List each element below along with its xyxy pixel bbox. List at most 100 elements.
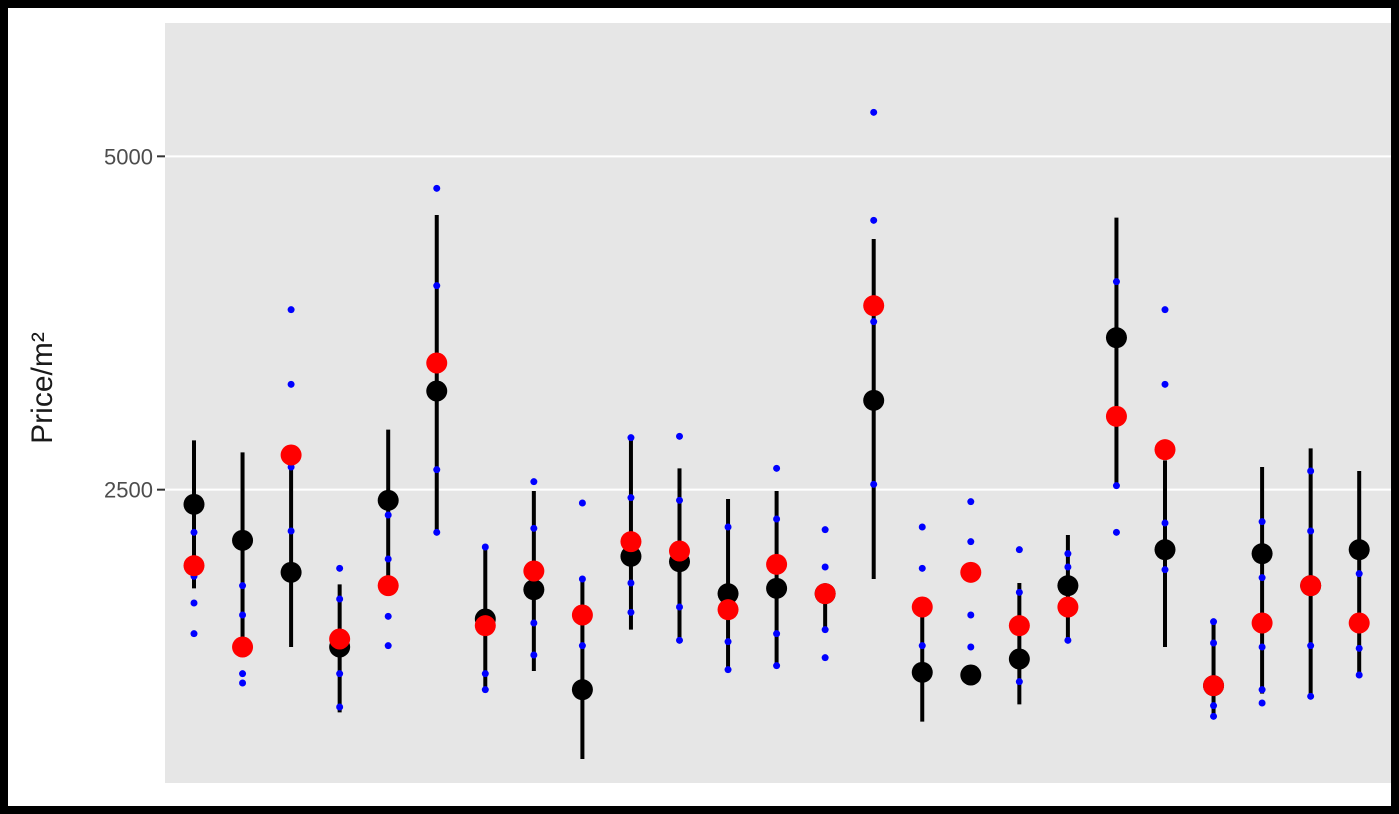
blue-point: [433, 282, 441, 290]
blue-point: [530, 478, 538, 486]
black-point: [863, 389, 885, 411]
blue-point: [1112, 482, 1120, 490]
blue-point: [239, 611, 247, 619]
y-tick-label: 5000: [104, 144, 153, 169]
black-point: [1154, 539, 1176, 561]
y-axis-title: Price/m²: [26, 332, 59, 444]
blue-point: [1210, 618, 1218, 626]
black-point: [911, 661, 933, 683]
black-point: [620, 545, 642, 567]
blue-point: [578, 642, 586, 650]
black-point: [766, 577, 788, 599]
blue-point: [627, 608, 635, 616]
main-points: [183, 295, 1370, 701]
blue-point: [1258, 518, 1266, 526]
red-point: [474, 615, 496, 637]
red-point: [620, 531, 642, 553]
blue-point: [287, 306, 295, 314]
black-point: [1348, 539, 1370, 561]
blue-point: [1307, 642, 1315, 650]
blue-point: [384, 612, 392, 620]
blue-point: [1064, 563, 1072, 571]
blue-point: [724, 666, 732, 674]
blue-point: [1210, 712, 1218, 720]
blue-point: [1307, 467, 1315, 475]
blue-point: [336, 670, 344, 678]
blue-point: [481, 670, 489, 678]
blue-point: [724, 638, 732, 646]
black-point: [1105, 327, 1127, 349]
blue-point: [1307, 692, 1315, 700]
blue-point: [1112, 528, 1120, 536]
blue-point: [190, 528, 198, 536]
blue-point: [578, 499, 586, 507]
black-point: [960, 664, 982, 686]
blue-point: [627, 579, 635, 587]
red-point: [523, 560, 545, 582]
black-point: [1008, 648, 1030, 670]
red-point: [960, 561, 982, 583]
blue-point: [821, 526, 829, 534]
blue-point: [1064, 550, 1072, 558]
blue-point: [1210, 702, 1218, 710]
blue-point: [870, 108, 878, 116]
blue-point: [239, 679, 247, 687]
blue-point: [870, 216, 878, 224]
blue-point: [239, 582, 247, 590]
red-point: [1348, 612, 1370, 634]
blue-point: [384, 642, 392, 650]
blue-point: [1258, 686, 1266, 694]
red-point: [1154, 439, 1176, 461]
blue-point: [627, 494, 635, 502]
blue-point: [918, 564, 926, 572]
blue-point: [190, 599, 198, 607]
red-point: [814, 583, 836, 605]
blue-point: [433, 528, 441, 536]
red-point: [183, 555, 205, 577]
blue-point: [870, 480, 878, 488]
blue-point: [918, 523, 926, 531]
y-tick-label: 2500: [104, 478, 153, 503]
red-point: [377, 575, 399, 597]
blue-point: [1355, 570, 1363, 578]
red-point: [232, 636, 254, 658]
blue-point: [384, 511, 392, 519]
blue-point: [287, 527, 295, 535]
blue-points: [190, 108, 1363, 720]
blue-point: [773, 515, 781, 523]
blue-point: [433, 184, 441, 192]
black-point: [377, 489, 399, 511]
blue-point: [578, 575, 586, 583]
blue-point: [821, 626, 829, 634]
blue-point: [773, 630, 781, 638]
blue-point: [1161, 306, 1169, 314]
red-point: [669, 540, 690, 562]
blue-point: [1258, 574, 1266, 582]
blue-point: [1210, 639, 1218, 647]
blue-point: [1355, 671, 1363, 679]
blue-point: [1258, 643, 1266, 651]
figure-frame: 2500 5000 Price/m²: [8, 8, 1391, 806]
blue-point: [967, 498, 975, 506]
blue-point: [530, 619, 538, 627]
black-point: [1251, 543, 1273, 565]
y-axis: 2500 5000: [104, 144, 165, 503]
red-point: [571, 604, 593, 626]
red-point: [1203, 675, 1225, 697]
red-point: [766, 553, 788, 575]
red-point: [1008, 615, 1030, 637]
black-point: [717, 583, 739, 605]
red-point: [717, 599, 739, 621]
grid-lines: [165, 155, 1391, 491]
blue-point: [287, 380, 295, 388]
blue-point: [1258, 699, 1266, 707]
blue-point: [336, 703, 344, 711]
blue-point: [724, 523, 732, 531]
blue-point: [676, 432, 683, 440]
red-point: [1105, 405, 1127, 427]
blue-point: [1355, 644, 1363, 652]
blue-point: [1161, 519, 1169, 527]
blue-point: [773, 464, 781, 472]
blue-point: [676, 636, 683, 644]
